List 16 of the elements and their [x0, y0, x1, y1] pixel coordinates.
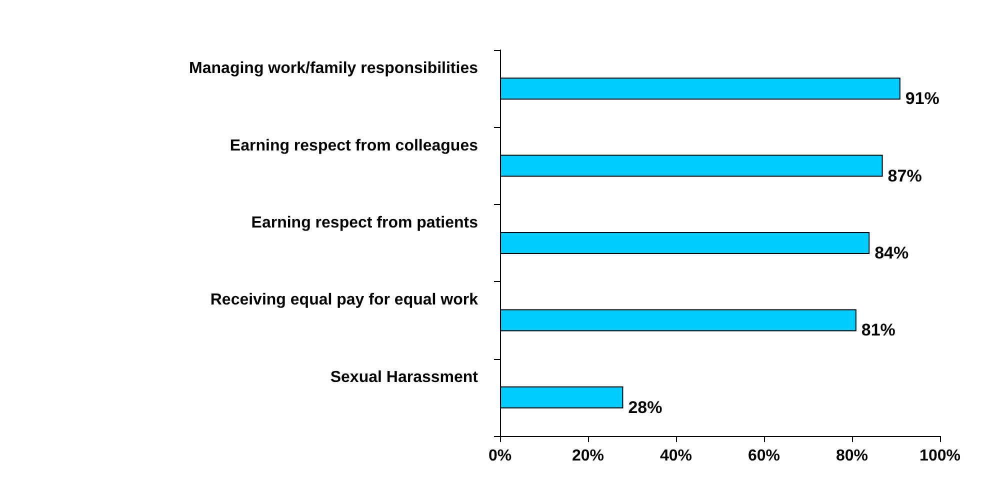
y-tick-label: Receiving equal pay for equal work: [210, 292, 478, 309]
data-label: 81%: [861, 320, 896, 340]
data-label: 84%: [874, 244, 909, 262]
y-tick-label: Earning respect from colleagues: [230, 137, 478, 154]
x-tick-label: 60%: [748, 448, 780, 464]
data-label: 91%: [905, 89, 940, 108]
y-tick-label: Managing work/family responsibilities: [189, 60, 478, 78]
data-label: 87%: [888, 166, 922, 186]
y-tick-label: Sexual Harassment: [330, 368, 479, 386]
x-tick-label: 100%: [920, 448, 960, 464]
data-label: 28%: [628, 398, 662, 417]
x-tick-label: 40%: [660, 448, 692, 464]
x-tick-label: 0%: [488, 448, 512, 464]
x-tick-label: 80%: [836, 448, 868, 464]
x-tick-label: 20%: [572, 448, 604, 464]
y-tick-label: Earning respect from patients: [251, 214, 478, 232]
